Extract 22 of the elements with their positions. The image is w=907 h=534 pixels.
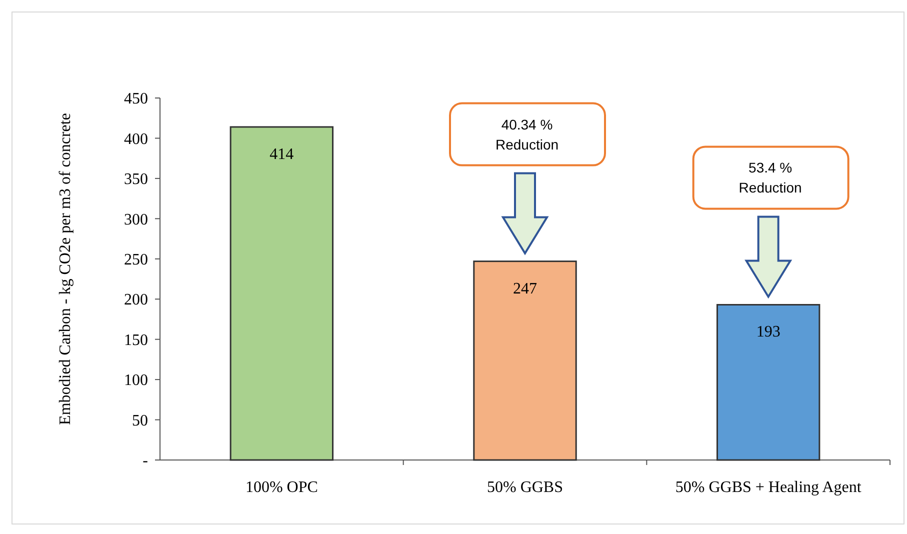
data-label: 414 <box>270 146 294 163</box>
x-tick-label: 50% GGBS + Healing Agent <box>675 479 862 496</box>
y-tick-label: 250 <box>124 251 148 268</box>
y-tick-label: 150 <box>124 332 148 349</box>
annotation: 53.4 % Reduction <box>738 160 802 196</box>
y-axis-title: Embodied Carbon - kg CO2e per m3 of concrete <box>57 113 74 425</box>
y-tick-label: 50 <box>132 412 148 430</box>
x-tick-label: 50% GGBS <box>486 479 564 496</box>
bar <box>230 126 334 461</box>
bar <box>716 304 820 461</box>
annotation: 40.34 % Reduction <box>495 116 559 152</box>
y-tick-label: - <box>142 452 148 470</box>
x-tick-label: 100% OPC <box>245 479 318 496</box>
y-tick-label: 450 <box>124 90 148 108</box>
bar <box>473 260 577 461</box>
y-tick-label: 100 <box>124 372 148 390</box>
y-tick-label: 300 <box>124 211 148 228</box>
y-tick-label: 400 <box>124 130 148 148</box>
data-label: 247 <box>513 280 537 298</box>
y-tick-label: 200 <box>124 292 148 309</box>
data-label: 193 <box>756 324 780 341</box>
y-tick-label: 350 <box>124 171 148 188</box>
